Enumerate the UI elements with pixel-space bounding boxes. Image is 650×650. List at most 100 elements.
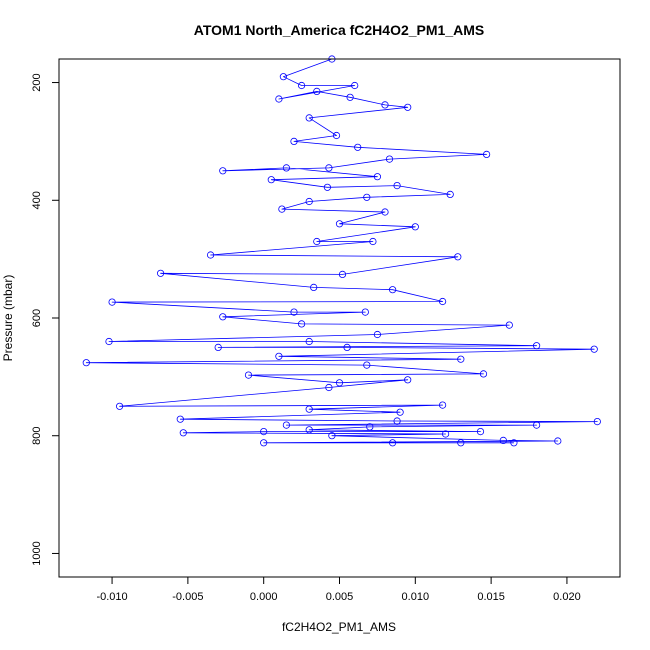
x-tick-label: 0.010 [402,591,430,603]
y-axis: 200 400 600 800 1000 [31,73,60,566]
data-point [328,432,336,440]
y-tick-label: 800 [31,427,43,445]
data-point [313,237,321,246]
x-axis: -0.010 -0.005 0.000 0.005 0.010 0.015 0.020 [96,576,581,603]
data-point [244,371,253,379]
data-point [282,421,290,429]
data-point [325,383,333,392]
data-point [499,436,507,444]
data-point [325,164,333,172]
data-point [351,81,359,90]
data-point [388,439,397,447]
data-point [369,237,377,246]
data-point [510,439,518,447]
data-point [373,173,381,181]
data-point [532,342,541,350]
data-point [214,343,222,351]
data-point [275,95,283,103]
data-point [593,417,601,426]
data-point [446,190,454,198]
series-line [85,58,598,444]
y-tick-label: 200 [31,73,43,91]
data-point [393,182,401,190]
data-point [505,321,513,329]
data-point [554,437,562,445]
data-point [441,430,450,438]
data-point [305,197,313,206]
data-point [305,405,313,413]
y-tick-label: 600 [31,309,43,327]
data-point [323,183,331,191]
x-axis-label: fC2H4O2_PM1_AMS [282,620,396,634]
data-point [282,164,290,172]
x-tick-label: -0.005 [172,591,203,603]
data-point [381,208,389,216]
data-point [278,205,286,213]
data-point [476,427,485,436]
data-point [82,359,90,367]
y-tick-label: 1000 [31,541,43,565]
x-tick-label: -0.010 [96,591,127,603]
data-point [363,361,371,369]
y-tick-label: 400 [31,191,43,209]
data-point [361,308,369,316]
data-point [297,320,306,328]
data-point [176,415,184,423]
data-point [366,423,374,431]
data-point [438,401,447,409]
data-point [346,93,354,101]
y-axis-label: Pressure (mbar) [1,275,15,362]
data-point [267,176,275,184]
data-point [219,167,227,175]
data-point [157,269,165,277]
data-point [305,114,313,122]
plot-content [82,55,601,447]
data-point [411,223,419,231]
data-point [260,439,268,447]
data-point [343,343,351,351]
data-point [457,355,465,363]
data-point [297,81,306,90]
data-point [310,283,318,291]
data-point [393,417,401,425]
data-point [482,150,491,158]
data-point [179,429,187,437]
data-point [305,426,313,434]
data-point [105,337,113,346]
data-point [354,143,362,151]
data-point [404,103,412,111]
data-point [313,87,321,96]
data-point [116,402,124,410]
data-point [290,137,298,145]
data-point [532,421,541,429]
data-point [373,330,381,339]
data-point [279,73,287,81]
data-point [338,270,347,278]
data-point [438,297,447,306]
chart-title: ATOM1 North_America fC2H4O2_PM1_AMS [194,22,484,38]
x-tick-label: 0.015 [477,591,505,603]
x-tick-label: 0.000 [250,591,278,603]
data-point [335,220,344,228]
data-point [275,352,283,360]
data-point [385,155,394,163]
data-point [479,370,488,378]
data-point [260,427,268,436]
data-point [108,298,116,306]
data-point [396,408,404,416]
data-point [381,101,389,109]
data-point [454,253,462,261]
data-point [335,379,344,387]
data-point [290,308,298,316]
data-point [590,345,598,353]
x-tick-label: 0.020 [553,591,581,603]
data-point [305,337,313,346]
data-point [404,376,412,384]
data-point [388,286,397,294]
data-point [332,131,341,140]
data-point [457,439,465,447]
data-point [219,313,227,321]
data-point [207,251,215,259]
